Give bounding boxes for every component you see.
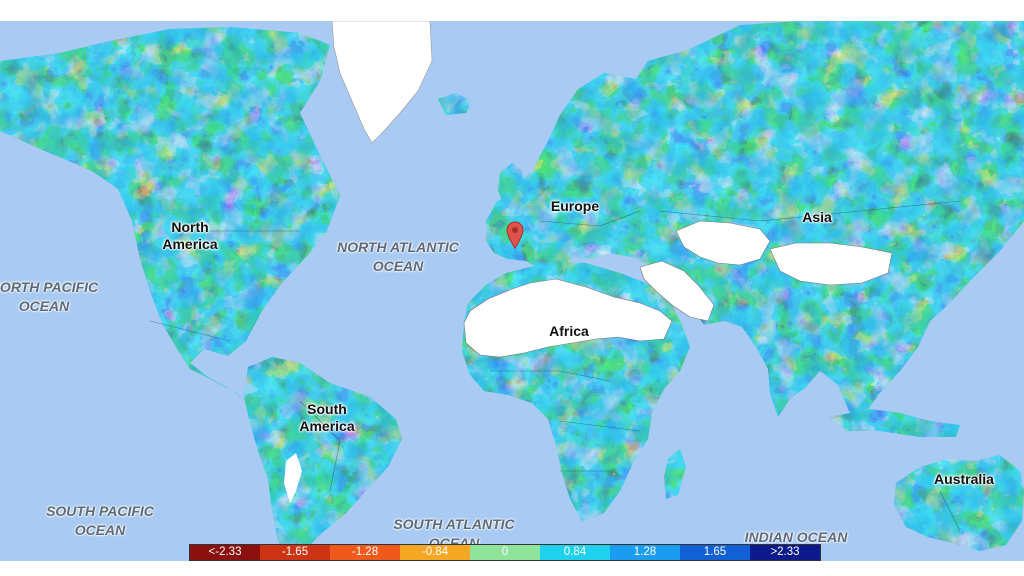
legend-cell: 1.28 <box>610 545 680 560</box>
legend-cell: >2.33 <box>750 545 820 560</box>
greenland <box>331 21 433 144</box>
arabia-no-data <box>639 260 715 322</box>
chile-no-data <box>284 453 302 503</box>
continent-label-south-america: South America <box>299 401 355 434</box>
legend-cell: <-2.33 <box>190 545 260 560</box>
legend-cell: -0.84 <box>400 545 470 560</box>
ocean-label-north-pacific: NORTH PACIFIC OCEAN <box>0 279 99 314</box>
sahara-no-data <box>463 278 673 358</box>
ocean-label-indian: INDIAN OCEAN <box>744 529 848 545</box>
map-canvas[interactable]: North America Europe Asia Africa South Ame… <box>0 21 1024 561</box>
legend-cell: 0.84 <box>540 545 610 560</box>
country-borders <box>149 200 961 532</box>
continent-label-australia: Australia <box>934 471 994 487</box>
central-asia-no-data <box>769 242 893 286</box>
legend-cell: -1.65 <box>260 545 330 560</box>
continent-label-north-america: North America <box>162 219 218 252</box>
ocean-label-north-atlantic: NORTH ATLANTIC OCEAN <box>337 239 459 274</box>
continent-label-africa: Africa <box>549 323 589 339</box>
legend-cell: 1.65 <box>680 545 750 560</box>
continent-label-europe: Europe <box>550 198 600 214</box>
color-legend: <-2.33 -1.65 -1.28 -0.84 0 0.84 1.28 1.65 >2.33 <box>189 544 821 561</box>
continent-label-asia: Asia <box>802 209 832 225</box>
map-pin-icon[interactable] <box>506 221 524 249</box>
ocean-label-south-pacific: SOUTH PACIFIC OCEAN <box>46 503 154 538</box>
middle-east-no-data <box>675 220 771 266</box>
world-map <box>0 21 1024 561</box>
legend-cell: 0 <box>470 545 540 560</box>
legend-cell: -1.28 <box>330 545 400 560</box>
